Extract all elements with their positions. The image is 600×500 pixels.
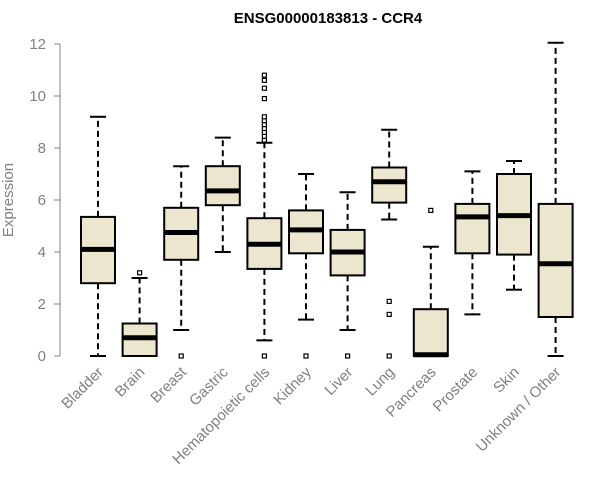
box-group	[163, 165, 200, 359]
box-group	[454, 170, 491, 316]
outlier-point	[261, 85, 267, 91]
box-group	[288, 173, 324, 359]
boxes	[80, 41, 574, 359]
outlier-point	[261, 77, 267, 84]
y-tick-label: 4	[38, 244, 46, 261]
outlier-point	[137, 270, 143, 276]
box	[204, 165, 241, 207]
outlier-point	[345, 353, 351, 359]
y-tick-label: 0	[38, 348, 46, 365]
x-tick-label: Liver	[321, 364, 356, 399]
box-group	[204, 136, 241, 253]
outlier-point	[386, 353, 392, 359]
y-axis-label: Expression	[0, 163, 17, 237]
outlier-point	[428, 207, 434, 213]
box	[371, 166, 408, 204]
box-group	[496, 160, 532, 291]
chart-title: ENSG00000183813 - CCR4	[234, 10, 423, 27]
y-tick-label: 2	[38, 296, 46, 313]
box-group	[80, 115, 116, 357]
box-group	[246, 72, 283, 359]
y-tick-label: 6	[38, 192, 46, 209]
y-tick-label: 12	[29, 36, 46, 53]
x-tick-label: Brain	[112, 364, 149, 401]
box-group	[537, 41, 574, 357]
outlier-point	[386, 311, 392, 317]
box	[454, 202, 491, 255]
x-tick-label: Breast	[147, 363, 190, 406]
box-group	[371, 128, 408, 359]
box-group	[329, 191, 366, 359]
outlier-point	[261, 353, 267, 359]
box	[537, 202, 574, 318]
y-axis: 0 2 4 6 8 10 12	[29, 36, 61, 365]
box-group	[121, 270, 158, 357]
outlier-point	[261, 95, 267, 102]
outlier-point	[261, 114, 267, 120]
x-tick-label: Lung	[362, 364, 398, 400]
outlier-point	[386, 298, 392, 304]
box-group	[412, 207, 449, 358]
x-tick-label: Kidney	[270, 363, 315, 408]
y-tick-label: 8	[38, 140, 46, 157]
outlier-point	[261, 72, 267, 78]
x-tick-label: Prostate	[430, 364, 482, 416]
outlier-point	[303, 353, 309, 359]
box	[412, 308, 449, 358]
y-tick-label: 10	[29, 88, 46, 105]
x-tick-label: Skin	[490, 364, 523, 397]
x-tick-label: Bladder	[58, 364, 107, 413]
outlier-point	[178, 353, 184, 359]
